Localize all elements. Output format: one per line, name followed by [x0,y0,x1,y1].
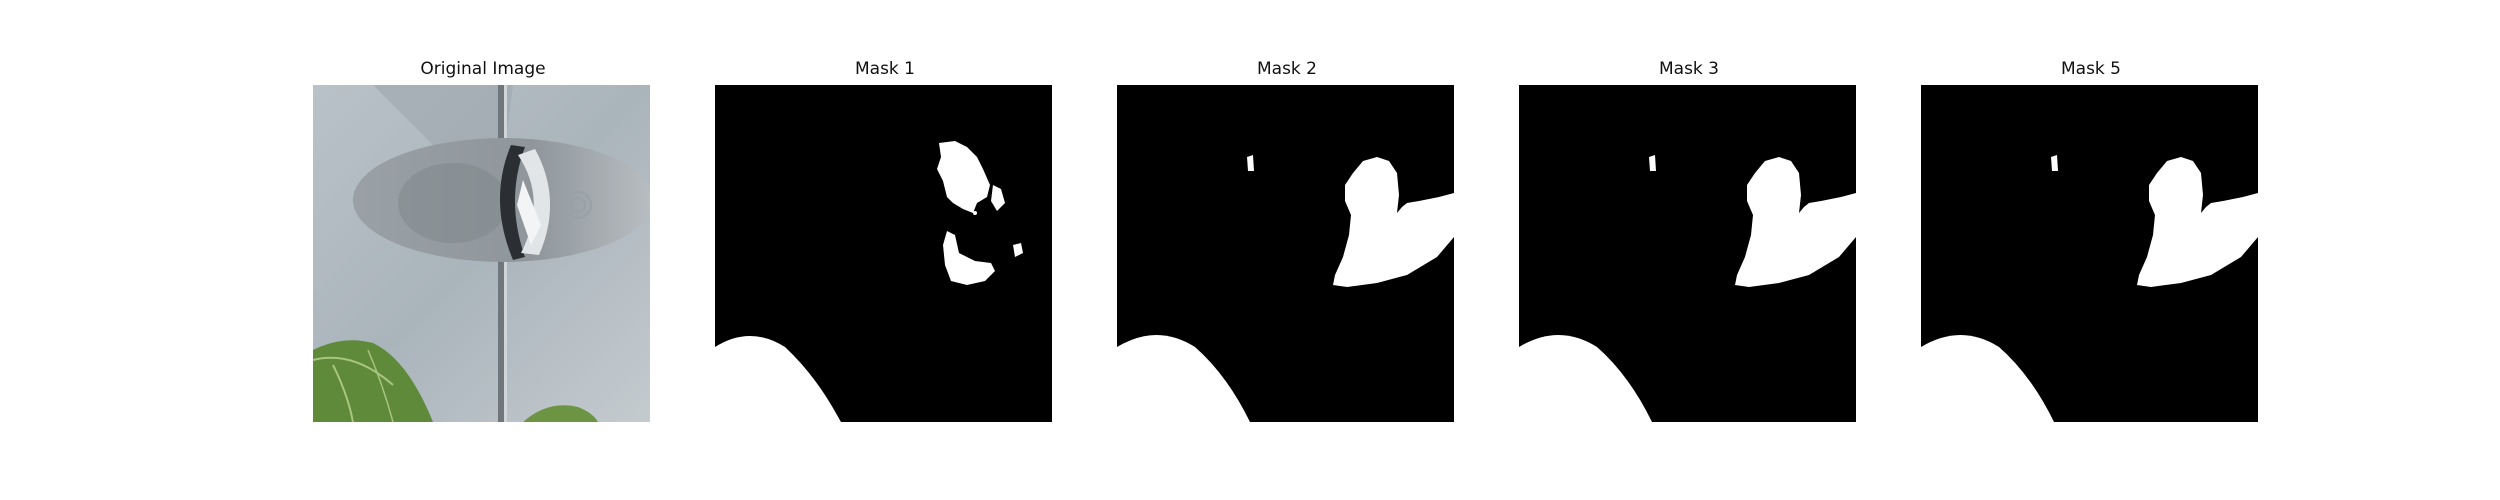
mask-svg [1117,85,1454,422]
mask-image [1117,85,1454,422]
panel-title: Mask 5 [2060,59,2121,79]
original-photo [313,85,650,422]
panel-title: Mask 2 [1256,59,1317,79]
panel-title: Original Image [420,59,546,79]
photo-svg [313,85,650,422]
panel-title: Mask 1 [854,59,915,79]
mask-image [1921,85,2258,422]
mask-image [715,85,1052,422]
panel-title: Mask 3 [1658,59,1719,79]
mask-svg [715,85,1052,422]
mask-svg [1921,85,2258,422]
mask-svg [1519,85,1856,422]
mask-image [1519,85,1856,422]
